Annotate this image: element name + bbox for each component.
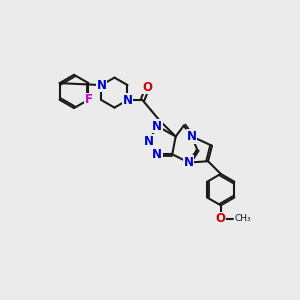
Text: N: N bbox=[152, 120, 162, 133]
Text: F: F bbox=[85, 93, 92, 106]
Text: N: N bbox=[144, 135, 154, 148]
Text: N: N bbox=[187, 130, 197, 143]
Text: N: N bbox=[184, 156, 194, 169]
Text: N: N bbox=[122, 94, 133, 106]
Text: CH₃: CH₃ bbox=[235, 214, 251, 223]
Text: N: N bbox=[97, 79, 106, 92]
Text: O: O bbox=[216, 212, 226, 225]
Text: N: N bbox=[152, 148, 162, 161]
Text: O: O bbox=[142, 81, 153, 94]
